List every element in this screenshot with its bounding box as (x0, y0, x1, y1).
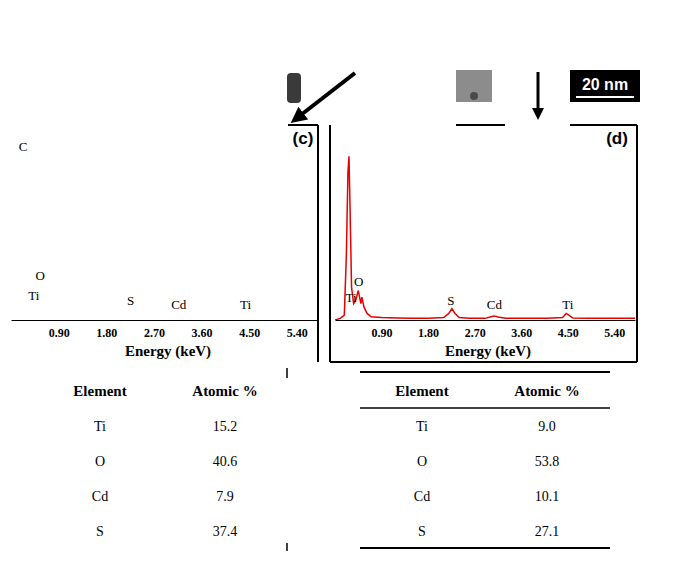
micrograph-fragment (456, 70, 492, 102)
x-tick: 2.70 (465, 320, 486, 340)
table-rule (360, 407, 610, 409)
table-cell: Cd (414, 489, 430, 504)
table-cell: 7.9 (216, 489, 234, 504)
panel-label: (c) (293, 129, 314, 148)
x-tick: 4.50 (558, 320, 579, 340)
table-cell: 37.4 (213, 524, 238, 539)
peak-label: S (127, 293, 134, 308)
panel-frame (330, 361, 637, 363)
panel-frame (570, 124, 637, 126)
table-cell: 10.1 (535, 489, 560, 504)
arrow (537, 72, 540, 114)
x-axis: 0.90 1.80 2.70 3.60 4.50 5.40 (12, 320, 319, 340)
peak-label: O (35, 268, 44, 283)
x-tick: 4.50 (239, 320, 260, 340)
table-cell: 53.8 (535, 454, 560, 469)
table-cell: O (95, 454, 105, 469)
x-tick: 5.40 (604, 320, 625, 340)
x-tick-label: 0.90 (49, 326, 70, 340)
table-header: Atomic % (192, 383, 257, 399)
peak-label: Ti (240, 297, 251, 312)
table-rule (360, 547, 610, 549)
scale-bar-box (570, 70, 640, 102)
table-rule (286, 543, 288, 551)
table-cell: S (418, 524, 426, 539)
table-cell: Cd (92, 489, 108, 504)
panel-frame (317, 125, 319, 362)
table-cell: Ti (94, 419, 106, 434)
x-axis: 0.90 1.80 2.70 3.60 4.50 5.40 (336, 320, 636, 340)
panel-frame (456, 124, 505, 126)
scale-bar-label: 20 nm (582, 76, 628, 93)
scale-bar-line (576, 96, 634, 98)
peak-label: C (19, 139, 28, 154)
table-cell: 9.0 (538, 419, 556, 434)
panel-frame (636, 125, 638, 362)
x-tick-label: 1.80 (96, 326, 117, 340)
x-axis-title: Energy (keV) (125, 343, 211, 360)
x-tick-label: 1.80 (418, 326, 439, 340)
x-tick-label: 3.60 (511, 326, 532, 340)
peak-label: Cd (487, 297, 503, 312)
x-tick-label: 4.50 (558, 326, 579, 340)
x-tick: 0.90 (49, 320, 70, 340)
table-cell: S (96, 524, 104, 539)
peak-label: S (447, 293, 454, 308)
x-tick-label: 4.50 (239, 326, 260, 340)
x-tick-label: 0.90 (372, 326, 393, 340)
table-cell: O (417, 454, 427, 469)
panel-frame (329, 125, 331, 362)
table-rule (360, 371, 610, 373)
x-tick-label: 5.40 (604, 326, 625, 340)
x-tick-label: 3.60 (192, 326, 213, 340)
plot-area (335, 156, 635, 320)
peak-label: Ti (345, 290, 356, 305)
peak-label: Ti (562, 297, 573, 312)
x-tick: 3.60 (192, 320, 213, 340)
x-tick-label: 5.40 (287, 326, 308, 340)
x-axis-line (12, 320, 319, 321)
x-tick-label: 2.70 (144, 326, 165, 340)
peak-label: Cd (171, 297, 187, 312)
table-cell: 15.2 (213, 419, 238, 434)
micrograph-spot (470, 92, 478, 100)
panel-label: (d) (606, 129, 628, 148)
x-tick: 2.70 (144, 320, 165, 340)
x-tick: 3.60 (511, 320, 532, 340)
table-header: Element (395, 383, 448, 399)
x-tick-label: 2.70 (465, 326, 486, 340)
figure: 20 nm (c) (d) 0.90 1.80 2.70 3.60 4.50 5.40 Energ… (0, 0, 682, 576)
table-header: Element (73, 383, 126, 399)
table-header: Atomic % (514, 383, 579, 399)
table-cell: 40.6 (213, 454, 238, 469)
panel-frame (288, 124, 318, 126)
figure-svg: 20 nm (c) (d) 0.90 1.80 2.70 3.60 4.50 5.40 Energ… (0, 0, 682, 576)
spectrum-line (335, 156, 635, 320)
arrow (297, 73, 355, 118)
peak-label: Ti (28, 288, 39, 303)
x-tick: 1.80 (418, 320, 439, 340)
peak-label: O (354, 274, 363, 289)
x-tick: 0.90 (372, 320, 393, 340)
table-rule (286, 368, 288, 378)
x-tick: 5.40 (287, 320, 308, 340)
x-tick: 1.80 (96, 320, 117, 340)
table-cell: 27.1 (535, 524, 560, 539)
micrograph-fragment (287, 73, 301, 103)
x-axis-title: Energy (keV) (445, 343, 531, 360)
table-cell: Ti (416, 419, 428, 434)
x-axis-line (336, 320, 636, 321)
